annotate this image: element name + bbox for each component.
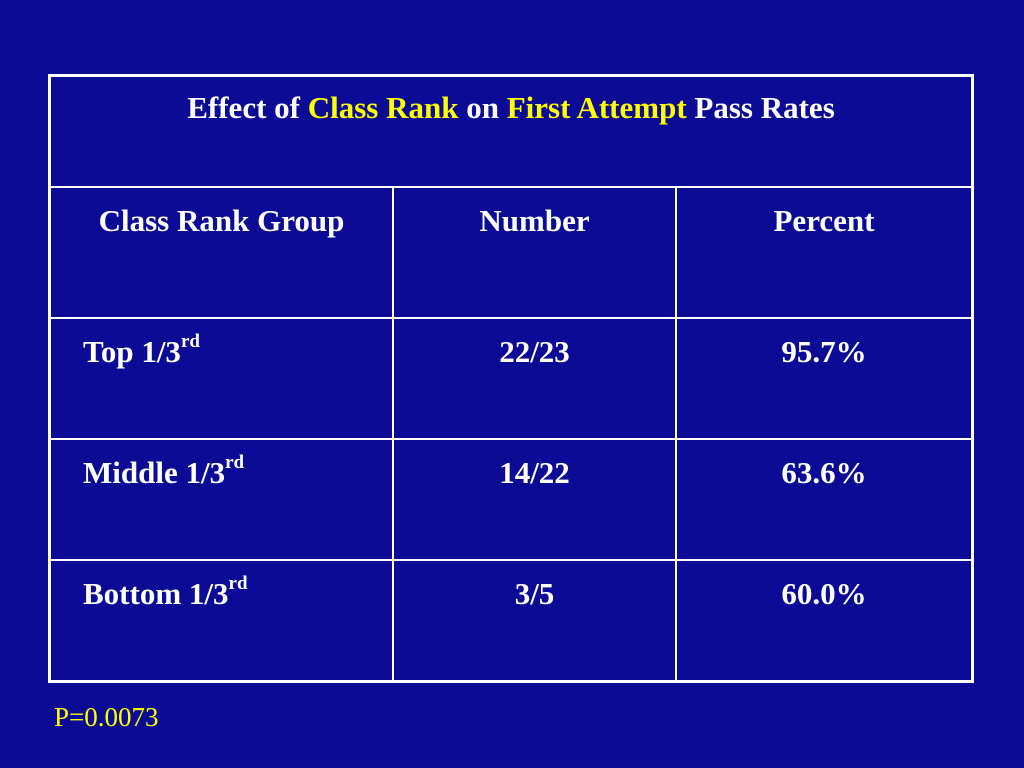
group-text: Bottom 1/3 bbox=[83, 576, 229, 611]
header-cell-number: Number bbox=[394, 188, 677, 317]
row-number: 14/22 bbox=[499, 455, 570, 490]
row-percent-cell: 60.0% bbox=[677, 561, 971, 680]
row-group-label: Middle 1/3rd bbox=[83, 451, 392, 492]
header-class-rank-group: Class Rank Group bbox=[98, 203, 345, 238]
table-row: Top 1/3rd 22/23 95.7% bbox=[51, 319, 971, 440]
title-part-3: Pass Rates bbox=[686, 90, 835, 125]
group-text: Top 1/3 bbox=[83, 334, 181, 369]
header-cell-group: Class Rank Group bbox=[51, 188, 394, 317]
results-table: Effect of Class Rank on First Attempt Pa… bbox=[48, 74, 974, 683]
row-group-label: Bottom 1/3rd bbox=[83, 572, 392, 613]
row-percent: 63.6% bbox=[781, 455, 867, 490]
row-group-cell: Middle 1/3rd bbox=[51, 440, 394, 559]
title-highlight-first-attempt: First Attempt bbox=[506, 90, 687, 125]
row-group-cell: Top 1/3rd bbox=[51, 319, 394, 438]
group-ordinal-suffix: rd bbox=[180, 330, 200, 352]
row-percent: 95.7% bbox=[781, 334, 867, 369]
title-part-2: on bbox=[458, 90, 507, 125]
table-row: Bottom 1/3rd 3/5 60.0% bbox=[51, 561, 971, 680]
group-ordinal-suffix: rd bbox=[225, 451, 245, 473]
row-number: 22/23 bbox=[499, 334, 570, 369]
table-header-row: Class Rank Group Number Percent bbox=[51, 188, 971, 319]
row-number: 3/5 bbox=[514, 576, 555, 611]
row-number-cell: 22/23 bbox=[394, 319, 677, 438]
row-percent: 60.0% bbox=[781, 576, 867, 611]
p-value-footnote: P=0.0073 bbox=[54, 702, 159, 732]
row-number-cell: 14/22 bbox=[394, 440, 677, 559]
table-row: Middle 1/3rd 14/22 63.6% bbox=[51, 440, 971, 561]
header-number: Number bbox=[479, 203, 590, 238]
row-group-cell: Bottom 1/3rd bbox=[51, 561, 394, 680]
row-percent-cell: 95.7% bbox=[677, 319, 971, 438]
group-text: Middle 1/3 bbox=[83, 455, 226, 490]
title-part-1: Effect of bbox=[187, 90, 308, 125]
row-group-label: Top 1/3rd bbox=[83, 330, 392, 371]
row-percent-cell: 63.6% bbox=[677, 440, 971, 559]
table-title-row: Effect of Class Rank on First Attempt Pa… bbox=[51, 77, 971, 188]
row-number-cell: 3/5 bbox=[394, 561, 677, 680]
header-percent: Percent bbox=[773, 203, 875, 238]
group-ordinal-suffix: rd bbox=[228, 572, 248, 594]
header-cell-percent: Percent bbox=[677, 188, 971, 317]
title-highlight-class-rank: Class Rank bbox=[307, 90, 459, 125]
table-title: Effect of Class Rank on First Attempt Pa… bbox=[51, 89, 971, 127]
